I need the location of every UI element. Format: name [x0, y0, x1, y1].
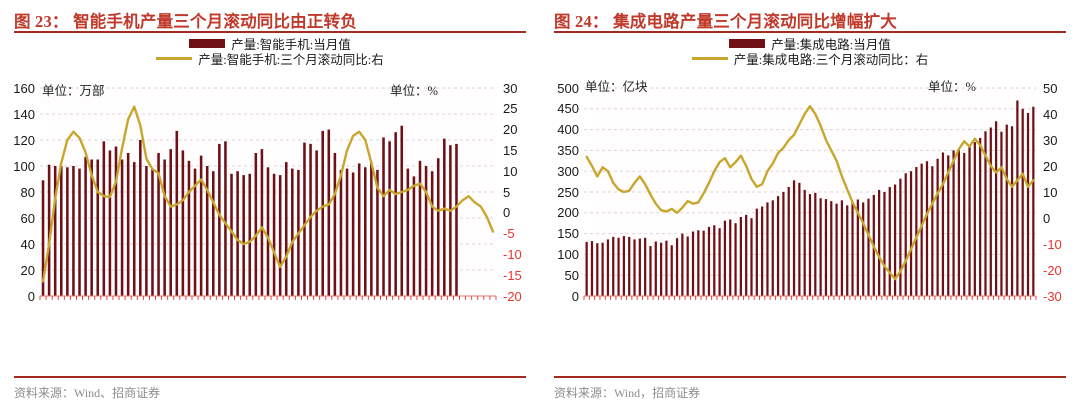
y-tick-left: 80 [20, 184, 35, 200]
figure-header-23: 图 23： 智能手机产量三个月滚动同比由正转负 [14, 8, 526, 32]
y-tick-right: 0 [503, 205, 511, 221]
y-tick-left: 500 [557, 80, 579, 96]
y-tick-right: 30 [1043, 132, 1058, 148]
y-tick-left: 100 [13, 158, 35, 174]
figure-header-24: 图 24： 集成电路产量三个月滚动同比增幅扩大 [554, 8, 1066, 32]
chart-canvas-24 [583, 87, 1037, 300]
plot-area-24: 单位：亿块 单位：% 2017-052017-082017-112018-042… [540, 0, 1080, 405]
unit-right-23: 单位：% [390, 84, 438, 98]
y-tick-left: 200 [557, 205, 579, 221]
y-tick-right: 0 [1043, 210, 1051, 226]
y-tick-right: 10 [1043, 184, 1058, 200]
y-tick-right: 40 [1043, 106, 1058, 122]
y-tick-right: 20 [1043, 158, 1058, 174]
y-tick-left: 60 [20, 210, 35, 226]
y-tick-right: 50 [1043, 80, 1058, 96]
y-tick-right: 20 [503, 122, 518, 138]
y-tick-right: 30 [503, 80, 518, 96]
unit-right-24: 单位：% [928, 80, 976, 94]
y-tick-right: -5 [503, 226, 515, 242]
y-tick-left: 250 [557, 184, 579, 200]
y-tick-left: 400 [557, 122, 579, 138]
y-tick-left: 450 [557, 101, 579, 117]
y-tick-left: 160 [13, 80, 35, 96]
header-divider-23 [14, 31, 526, 33]
footer-divider-24 [554, 376, 1066, 378]
y-tick-left: 50 [564, 267, 579, 283]
y-tick-right: -20 [503, 288, 522, 304]
source-note-23: 资料来源：Wind、招商证券 [14, 386, 161, 400]
y-tick-right: 5 [503, 184, 511, 200]
y-tick-right: -20 [1043, 262, 1062, 278]
chart-canvas-23 [39, 87, 497, 300]
y-tick-right: 15 [503, 142, 518, 158]
unit-left-24: 单位：亿块 [585, 80, 648, 94]
y-tick-left: 40 [20, 236, 35, 252]
y-tick-left: 300 [557, 163, 579, 179]
figure-number-24: 图 24： [554, 12, 609, 31]
y-tick-left: 150 [557, 226, 579, 242]
plot-area-23: 单位：万部 单位：% 2020-042020-092021-042021-092… [13, 80, 522, 304]
figure-panel-24: 图 24： 集成电路产量三个月滚动同比增幅扩大 产量:集成电路:当月值 产量:集… [540, 0, 1080, 405]
figure-title-24: 集成电路产量三个月滚动同比增幅扩大 [613, 12, 897, 31]
source-note-24: 资料来源：Wind，招商证券 [554, 386, 701, 400]
y-tick-left: 140 [13, 106, 35, 122]
y-tick-right: -15 [503, 267, 522, 283]
y-tick-left: 0 [27, 288, 35, 304]
y-tick-right: -30 [1043, 288, 1062, 304]
figure-number-23: 图 23： [14, 12, 69, 31]
y-tick-right: -10 [1043, 236, 1062, 252]
footer-divider-23 [14, 376, 526, 378]
y-tick-left: 20 [20, 262, 35, 278]
y-tick-left: 350 [557, 142, 579, 158]
y-tick-left: 100 [557, 246, 579, 262]
y-tick-left: 0 [571, 288, 579, 304]
figure-panel-23: 图 23： 智能手机产量三个月滚动同比由正转负 产量:智能手机:当月值 产量:智… [13, 8, 526, 400]
y-tick-right: 25 [503, 101, 518, 117]
y-tick-right: -10 [503, 246, 522, 262]
y-tick-left: 120 [13, 132, 35, 148]
figure-title-23: 智能手机产量三个月滚动同比由正转负 [73, 12, 357, 31]
unit-left-23: 单位：万部 [42, 84, 105, 98]
y-tick-right: 10 [503, 163, 518, 179]
header-divider-24 [554, 31, 1066, 33]
